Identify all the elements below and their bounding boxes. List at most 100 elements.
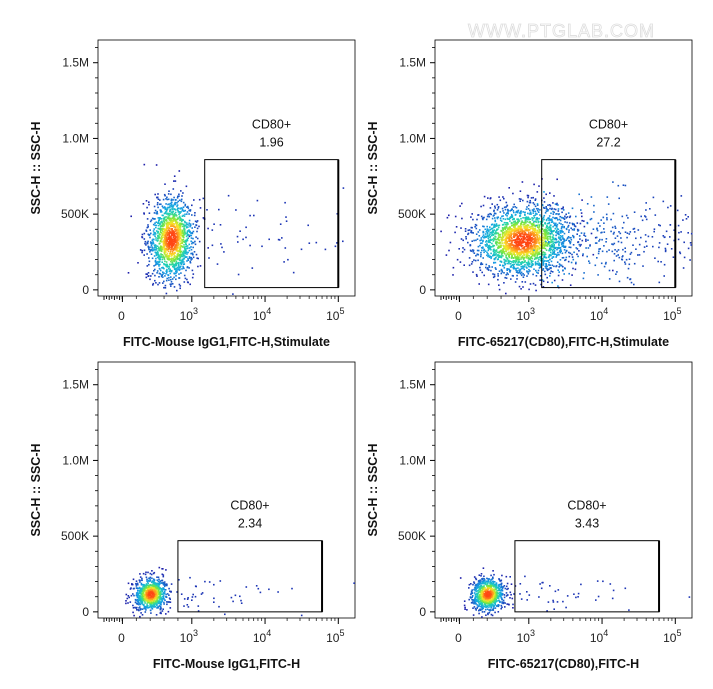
event-point	[562, 242, 565, 245]
event-point	[170, 204, 173, 206]
event-point	[143, 603, 145, 606]
event-point	[197, 257, 199, 260]
event-point	[171, 229, 173, 232]
event-point	[141, 602, 143, 605]
event-point	[144, 573, 147, 576]
event-point	[167, 216, 169, 219]
event-point	[509, 253, 512, 255]
event-point	[543, 253, 546, 256]
event-point	[166, 230, 169, 233]
event-point	[196, 220, 199, 222]
event-point	[168, 268, 170, 270]
event-point	[179, 287, 181, 290]
event-point	[512, 257, 515, 259]
event-point	[554, 208, 557, 211]
event-point	[249, 214, 251, 217]
event-point	[635, 237, 637, 240]
event-point	[653, 228, 656, 230]
event-point	[174, 251, 176, 254]
event-point	[487, 268, 490, 271]
event-point	[530, 247, 533, 250]
event-point	[576, 233, 578, 235]
event-point	[601, 238, 603, 241]
event-point	[158, 242, 161, 245]
event-point	[169, 209, 172, 211]
event-point	[186, 206, 188, 208]
event-point	[501, 271, 504, 273]
event-point	[173, 231, 176, 234]
event-point	[482, 257, 484, 259]
event-point	[154, 244, 157, 246]
event-point	[548, 204, 551, 206]
event-point	[493, 223, 496, 226]
event-point	[586, 255, 588, 258]
event-point	[627, 217, 629, 219]
event-point	[502, 210, 504, 212]
event-point	[150, 602, 153, 604]
event-point	[522, 276, 525, 278]
event-point	[514, 267, 516, 270]
event-point	[140, 599, 143, 602]
event-point	[505, 260, 507, 262]
event-point	[520, 265, 522, 268]
event-point	[278, 239, 281, 241]
event-point	[555, 226, 558, 228]
event-point	[552, 234, 555, 236]
event-point	[163, 228, 166, 230]
event-point	[181, 208, 184, 210]
event-point	[176, 240, 178, 243]
event-point	[159, 595, 161, 598]
event-point	[172, 239, 175, 241]
event-point	[183, 281, 186, 283]
event-point	[567, 237, 569, 239]
event-point	[516, 241, 518, 243]
event-point	[155, 594, 157, 596]
event-point	[186, 247, 188, 250]
event-point	[153, 579, 156, 581]
event-point	[556, 219, 559, 221]
event-point	[505, 243, 507, 246]
event-point	[654, 257, 656, 259]
event-point	[166, 247, 168, 250]
event-point	[482, 204, 485, 207]
event-point	[489, 236, 491, 239]
event-point	[160, 238, 163, 240]
event-point	[519, 190, 522, 192]
event-point	[490, 213, 492, 216]
event-point	[669, 224, 672, 226]
event-point	[552, 236, 554, 238]
event-point	[181, 220, 183, 223]
event-point	[157, 606, 159, 608]
event-point	[191, 258, 193, 260]
event-point	[541, 246, 544, 249]
event-point	[532, 238, 534, 241]
event-point	[171, 278, 174, 280]
event-point	[175, 240, 177, 242]
event-point	[532, 223, 535, 226]
event-point	[182, 238, 184, 241]
event-point	[510, 215, 513, 217]
event-point	[529, 238, 531, 240]
event-point	[600, 262, 603, 265]
event-point	[534, 262, 537, 265]
event-point	[140, 582, 143, 585]
event-point	[548, 245, 551, 247]
event-point	[536, 257, 538, 259]
event-point	[160, 224, 162, 227]
event-point	[162, 276, 164, 278]
event-point	[170, 198, 173, 201]
event-point	[193, 214, 196, 217]
event-point	[521, 220, 523, 222]
event-point	[170, 583, 173, 585]
event-point	[538, 185, 540, 187]
event-point	[158, 597, 160, 599]
event-point	[147, 579, 150, 582]
event-point	[532, 263, 534, 266]
event-point	[184, 277, 187, 280]
event-point	[159, 263, 161, 266]
event-point	[617, 240, 620, 243]
event-point	[625, 214, 628, 217]
event-point	[182, 259, 184, 261]
event-point	[454, 231, 456, 234]
event-point	[559, 236, 562, 239]
